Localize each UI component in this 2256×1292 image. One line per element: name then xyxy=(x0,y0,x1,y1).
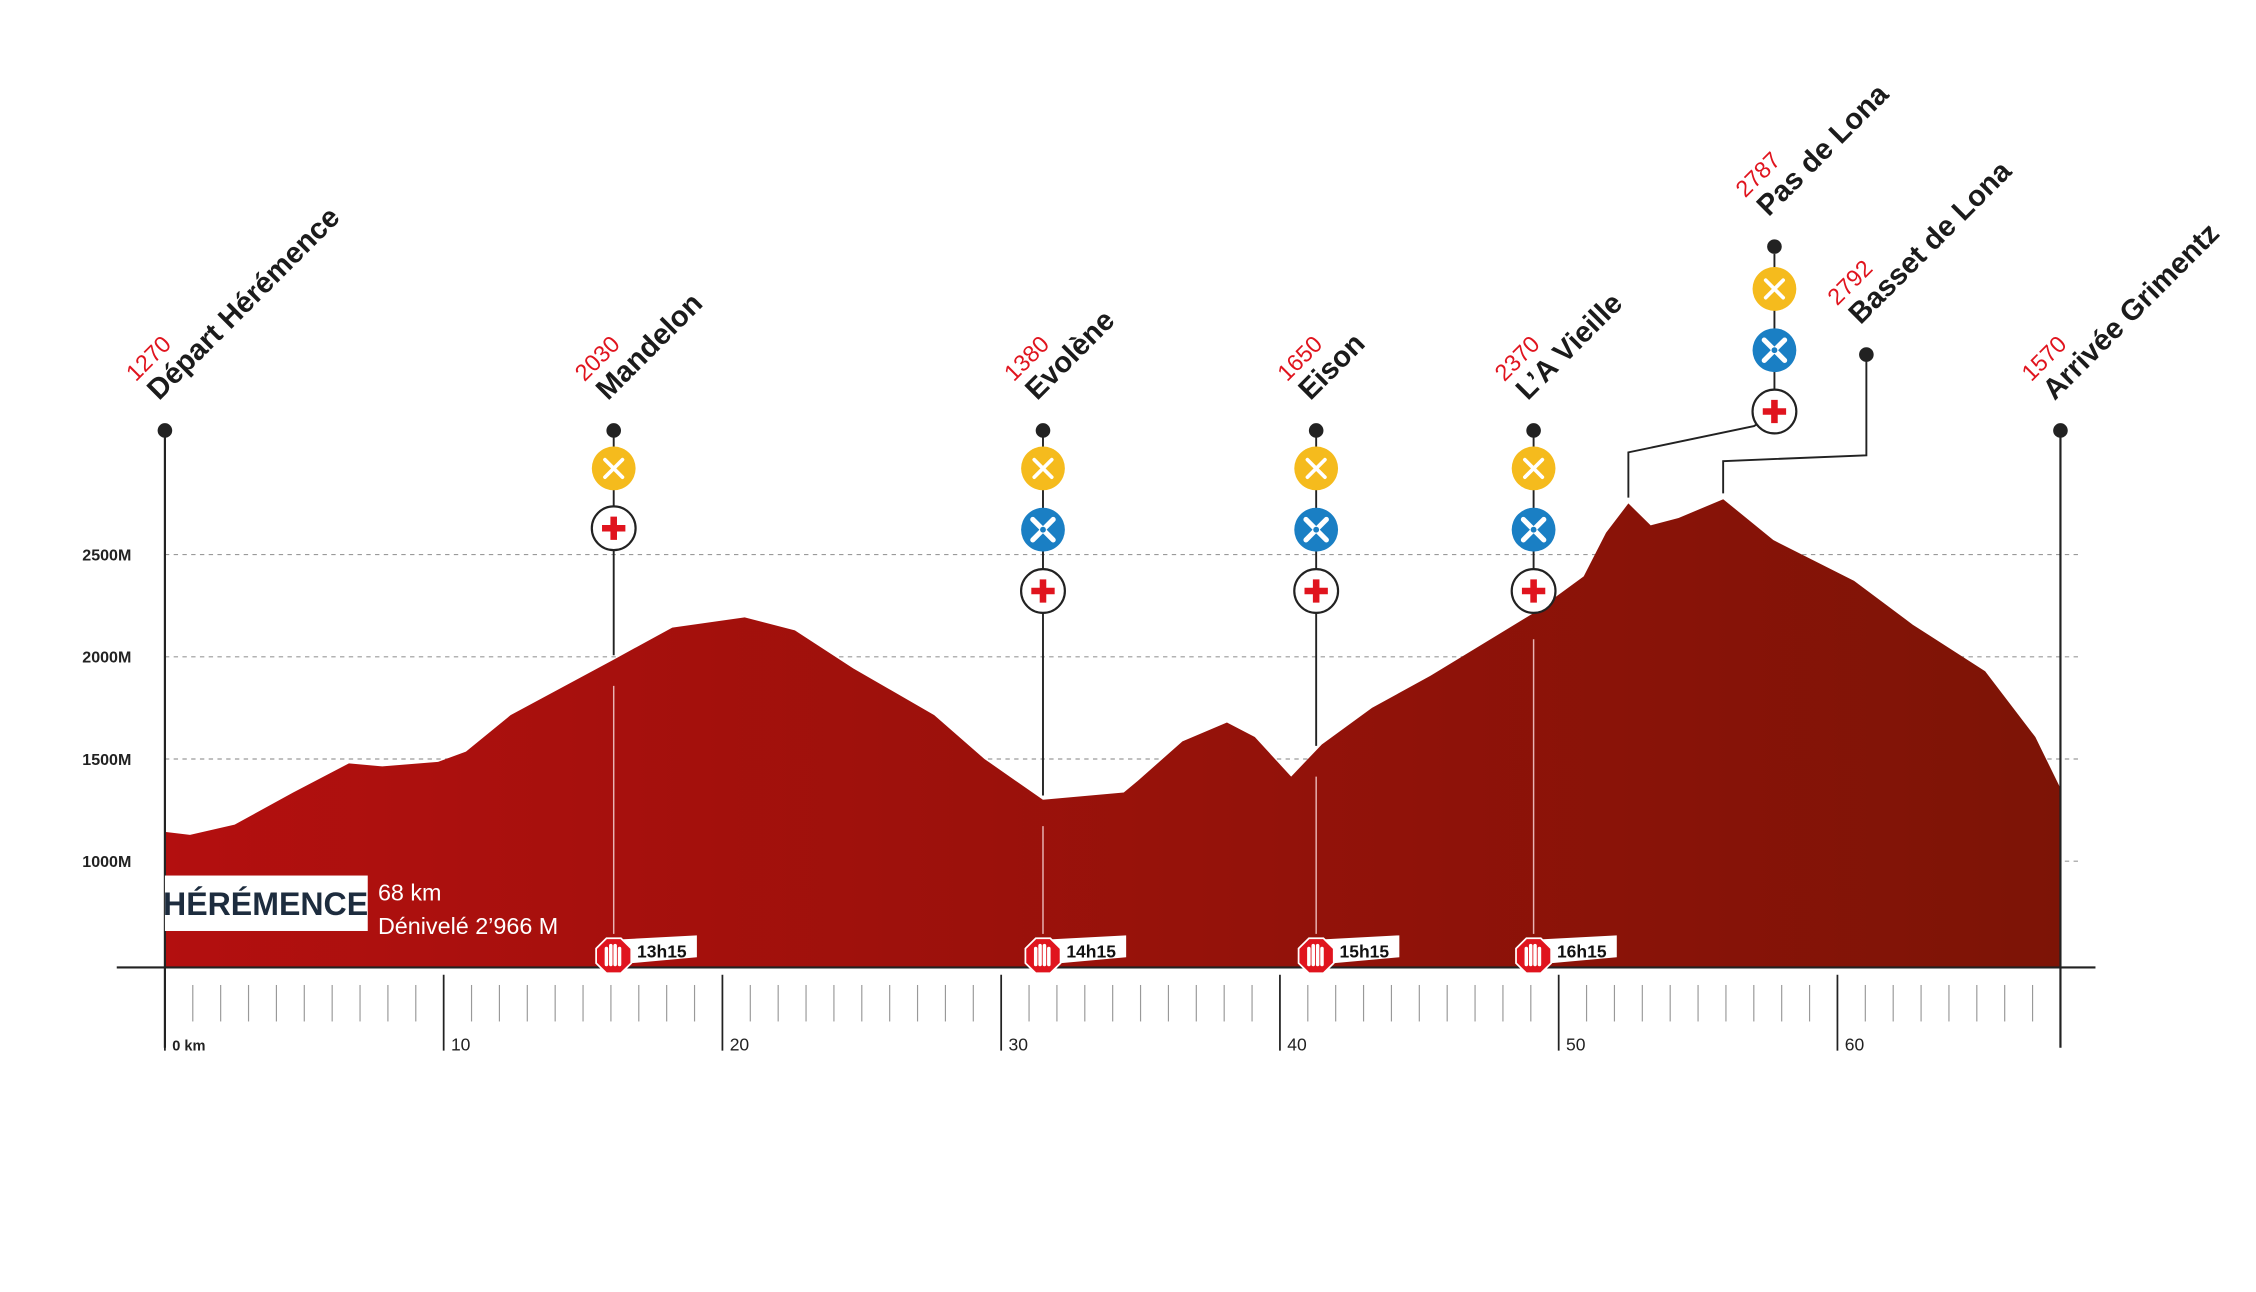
x-tick-label: 40 xyxy=(1287,1035,1307,1055)
waypoint-pin xyxy=(1859,347,1874,362)
info-distance: 68 km xyxy=(378,879,442,905)
food-icon-glyph xyxy=(1305,457,1327,479)
tools-icon-hole xyxy=(1771,347,1778,354)
food-icon-glyph xyxy=(603,457,625,479)
food-icon-glyph xyxy=(1032,457,1054,479)
cutoff-tag xyxy=(1042,935,1127,965)
y-tick-label: 1500M xyxy=(82,751,131,769)
cutoff-hand xyxy=(1524,943,1542,967)
waypoint-pin xyxy=(1035,423,1051,438)
connector xyxy=(1722,354,1868,494)
waypoint-pin xyxy=(606,423,622,438)
medical-icon-cross xyxy=(1031,579,1055,603)
waypoint-name: Départ Hérémence xyxy=(141,201,346,406)
x-tick-label: 10 xyxy=(451,1035,471,1055)
y-tick-label: 2500M xyxy=(82,546,131,564)
cutoff-hand xyxy=(1033,943,1051,967)
elevation-area xyxy=(164,499,2061,968)
cutoff-tag xyxy=(1316,935,1400,965)
tools-icon-hole xyxy=(1313,526,1320,533)
waypoint-pin xyxy=(2053,423,2068,438)
connector xyxy=(1627,253,1776,498)
medical-icon-cross xyxy=(1762,399,1787,424)
waypoint-pin xyxy=(1526,423,1541,438)
waypoint-pin xyxy=(157,423,173,438)
waypoint-name: Arrivée Grimentz xyxy=(2037,217,2226,406)
medical-icon-cross xyxy=(1521,579,1546,603)
food-icon-glyph xyxy=(1523,457,1545,479)
food-icon-glyph xyxy=(1763,278,1786,300)
cutoff-time: 13h15 xyxy=(637,941,687,961)
cutoff-time: 16h15 xyxy=(1557,941,1607,961)
waypoint-name: Pas de Lona xyxy=(1751,78,1896,223)
cutoff-hand xyxy=(604,943,622,967)
cutoff-hand xyxy=(1307,943,1324,967)
waypoint-pin xyxy=(1308,423,1324,438)
cutoff-time: 15h15 xyxy=(1340,941,1390,961)
waypoint-pin xyxy=(1767,239,1782,254)
info-title: HÉRÉMENCE xyxy=(163,886,368,922)
info-box xyxy=(164,875,368,931)
x-tick-label: 60 xyxy=(1845,1035,1865,1055)
tools-icon-hole xyxy=(1530,526,1537,533)
x-tick-label: 30 xyxy=(1008,1035,1028,1055)
cutoff-tag xyxy=(613,935,697,965)
y-tick-label: 2000M xyxy=(82,649,131,667)
cutoff-time: 14h15 xyxy=(1066,941,1116,961)
x-tick-label: 0 km xyxy=(172,1039,205,1055)
x-tick-label: 20 xyxy=(730,1035,750,1055)
cutoff-tag xyxy=(1533,935,1617,965)
medical-icon-cross xyxy=(602,516,626,540)
y-tick-label: 1000M xyxy=(82,853,131,871)
waypoint-name: Basset de Lona xyxy=(1843,155,2019,331)
x-tick-label: 50 xyxy=(1566,1035,1586,1055)
tools-icon-hole xyxy=(1040,526,1046,533)
medical-icon-cross xyxy=(1304,579,1328,603)
info-elevation: Dénivelé 2’966 M xyxy=(378,913,558,939)
